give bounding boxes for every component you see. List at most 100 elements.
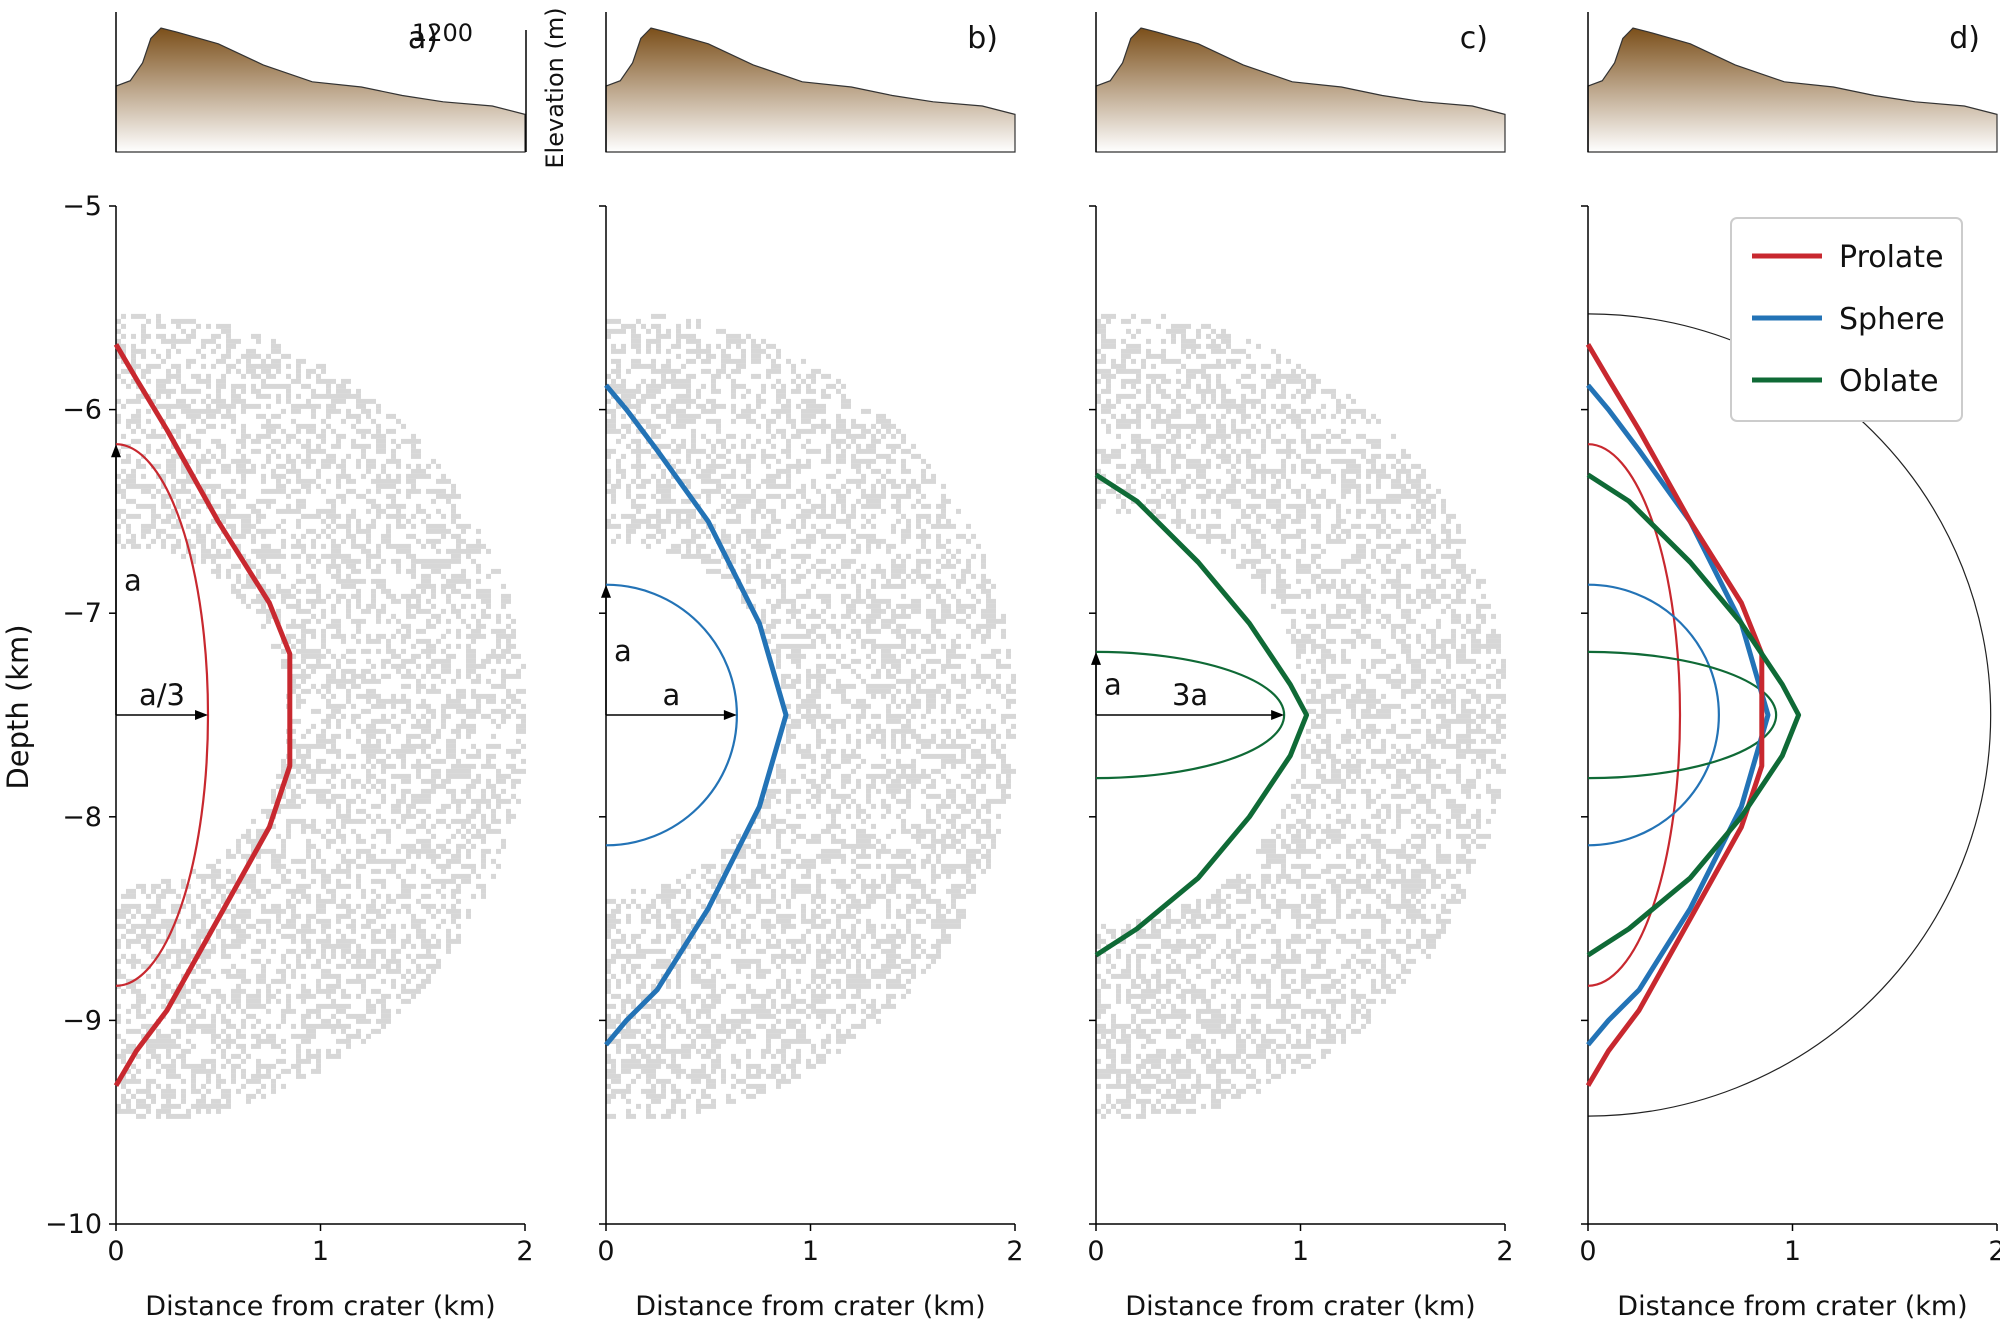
cloud-cell [206,473,211,479]
cloud-cell [241,398,246,404]
cloud-cell [191,518,196,524]
cloud-cell [326,878,331,884]
cloud-cell [301,688,306,694]
cloud-cell [676,383,681,389]
cloud-cell [341,1003,346,1009]
cloud-cell [641,518,646,524]
cloud-cell [326,843,331,849]
cloud-cell [466,768,471,774]
cloud-cell [321,868,326,874]
cloud-cell [296,488,301,494]
cloud-cell [241,373,246,379]
cloud-cell [361,648,366,654]
cloud-cell [176,478,181,484]
cloud-cell [281,838,286,844]
cloud-cell [236,493,241,499]
cloud-cell [686,1033,691,1039]
cloud-cell [331,948,336,954]
cloud-cell [191,493,196,499]
cloud-cell [661,383,666,389]
cloud-cell [316,743,321,749]
cloud-cell [421,848,426,854]
cloud-cell [186,918,191,924]
cloud-cell [371,928,376,934]
cloud-cell [736,863,741,869]
cloud-cell [336,1053,341,1059]
cloud-cell [311,773,316,779]
cloud-cell [436,463,441,469]
cloud-cell [371,663,376,669]
cloud-cell [401,988,406,994]
cloud-cell [166,1063,171,1069]
cloud-cell [296,453,301,459]
cloud-cell [206,468,211,474]
cloud-cell [496,828,501,834]
cloud-cell [656,908,661,914]
cloud-cell [301,533,306,539]
cloud-cell [416,558,421,564]
cloud-cell [711,1038,716,1044]
cloud-cell [656,893,661,899]
cloud-cell [361,678,366,684]
cloud-cell [726,358,731,364]
cloud-cell [411,593,416,599]
cloud-cell [126,1008,131,1014]
cloud-cell [376,858,381,864]
cloud-cell [331,618,336,624]
cloud-cell [611,958,616,964]
cloud-cell [681,1048,686,1054]
cloud-cell [161,528,166,534]
cloud-cell [701,478,706,484]
cloud-cell [306,483,311,489]
cloud-cell [156,313,161,319]
cloud-cell [676,418,681,424]
cloud-cell [396,563,401,569]
cloud-cell [121,313,126,319]
cloud-cell [226,573,231,579]
cloud-cell [661,488,666,494]
cloud-cell [296,868,301,874]
cloud-cell [326,1003,331,1009]
cloud-cell [296,603,301,609]
cloud-cell [736,943,741,949]
cloud-cell [661,468,666,474]
cloud-cell [376,743,381,749]
cloud-cell [186,413,191,419]
cloud-cell [131,498,136,504]
cloud-cell [126,1043,131,1049]
cloud-cell [671,1018,676,1024]
cloud-cell [371,433,376,439]
cloud-cell [336,628,341,634]
cloud-cell [696,448,701,454]
cloud-cell [411,443,416,449]
cloud-cell [326,408,331,414]
cloud-cell [341,388,346,394]
cloud-cell [736,1008,741,1014]
cloud-cell [281,528,286,534]
cloud-cell [316,1003,321,1009]
cloud-cell [241,438,246,444]
cloud-cell [166,968,171,974]
cloud-cell [191,1023,196,1029]
cloud-cell [276,563,281,569]
cloud-cell [281,758,286,764]
cloud-cell [196,938,201,944]
cloud-cell [351,918,356,924]
cloud-cell [241,353,246,359]
cloud-cell [281,1018,286,1024]
cloud-cell [476,563,481,569]
cloud-cell [336,438,341,444]
cloud-cell [426,938,431,944]
cloud-cell [731,1083,736,1089]
cloud-cell [651,1023,656,1029]
cloud-cell [476,628,481,634]
cloud-cell [136,1053,141,1059]
cloud-cell [666,483,671,489]
cloud-cell [381,588,386,594]
cloud-cell [376,578,381,584]
cloud-cell [691,1038,696,1044]
cloud-cell [201,533,206,539]
cloud-cell [211,503,216,509]
cloud-cell [446,643,451,649]
cloud-cell [231,533,236,539]
